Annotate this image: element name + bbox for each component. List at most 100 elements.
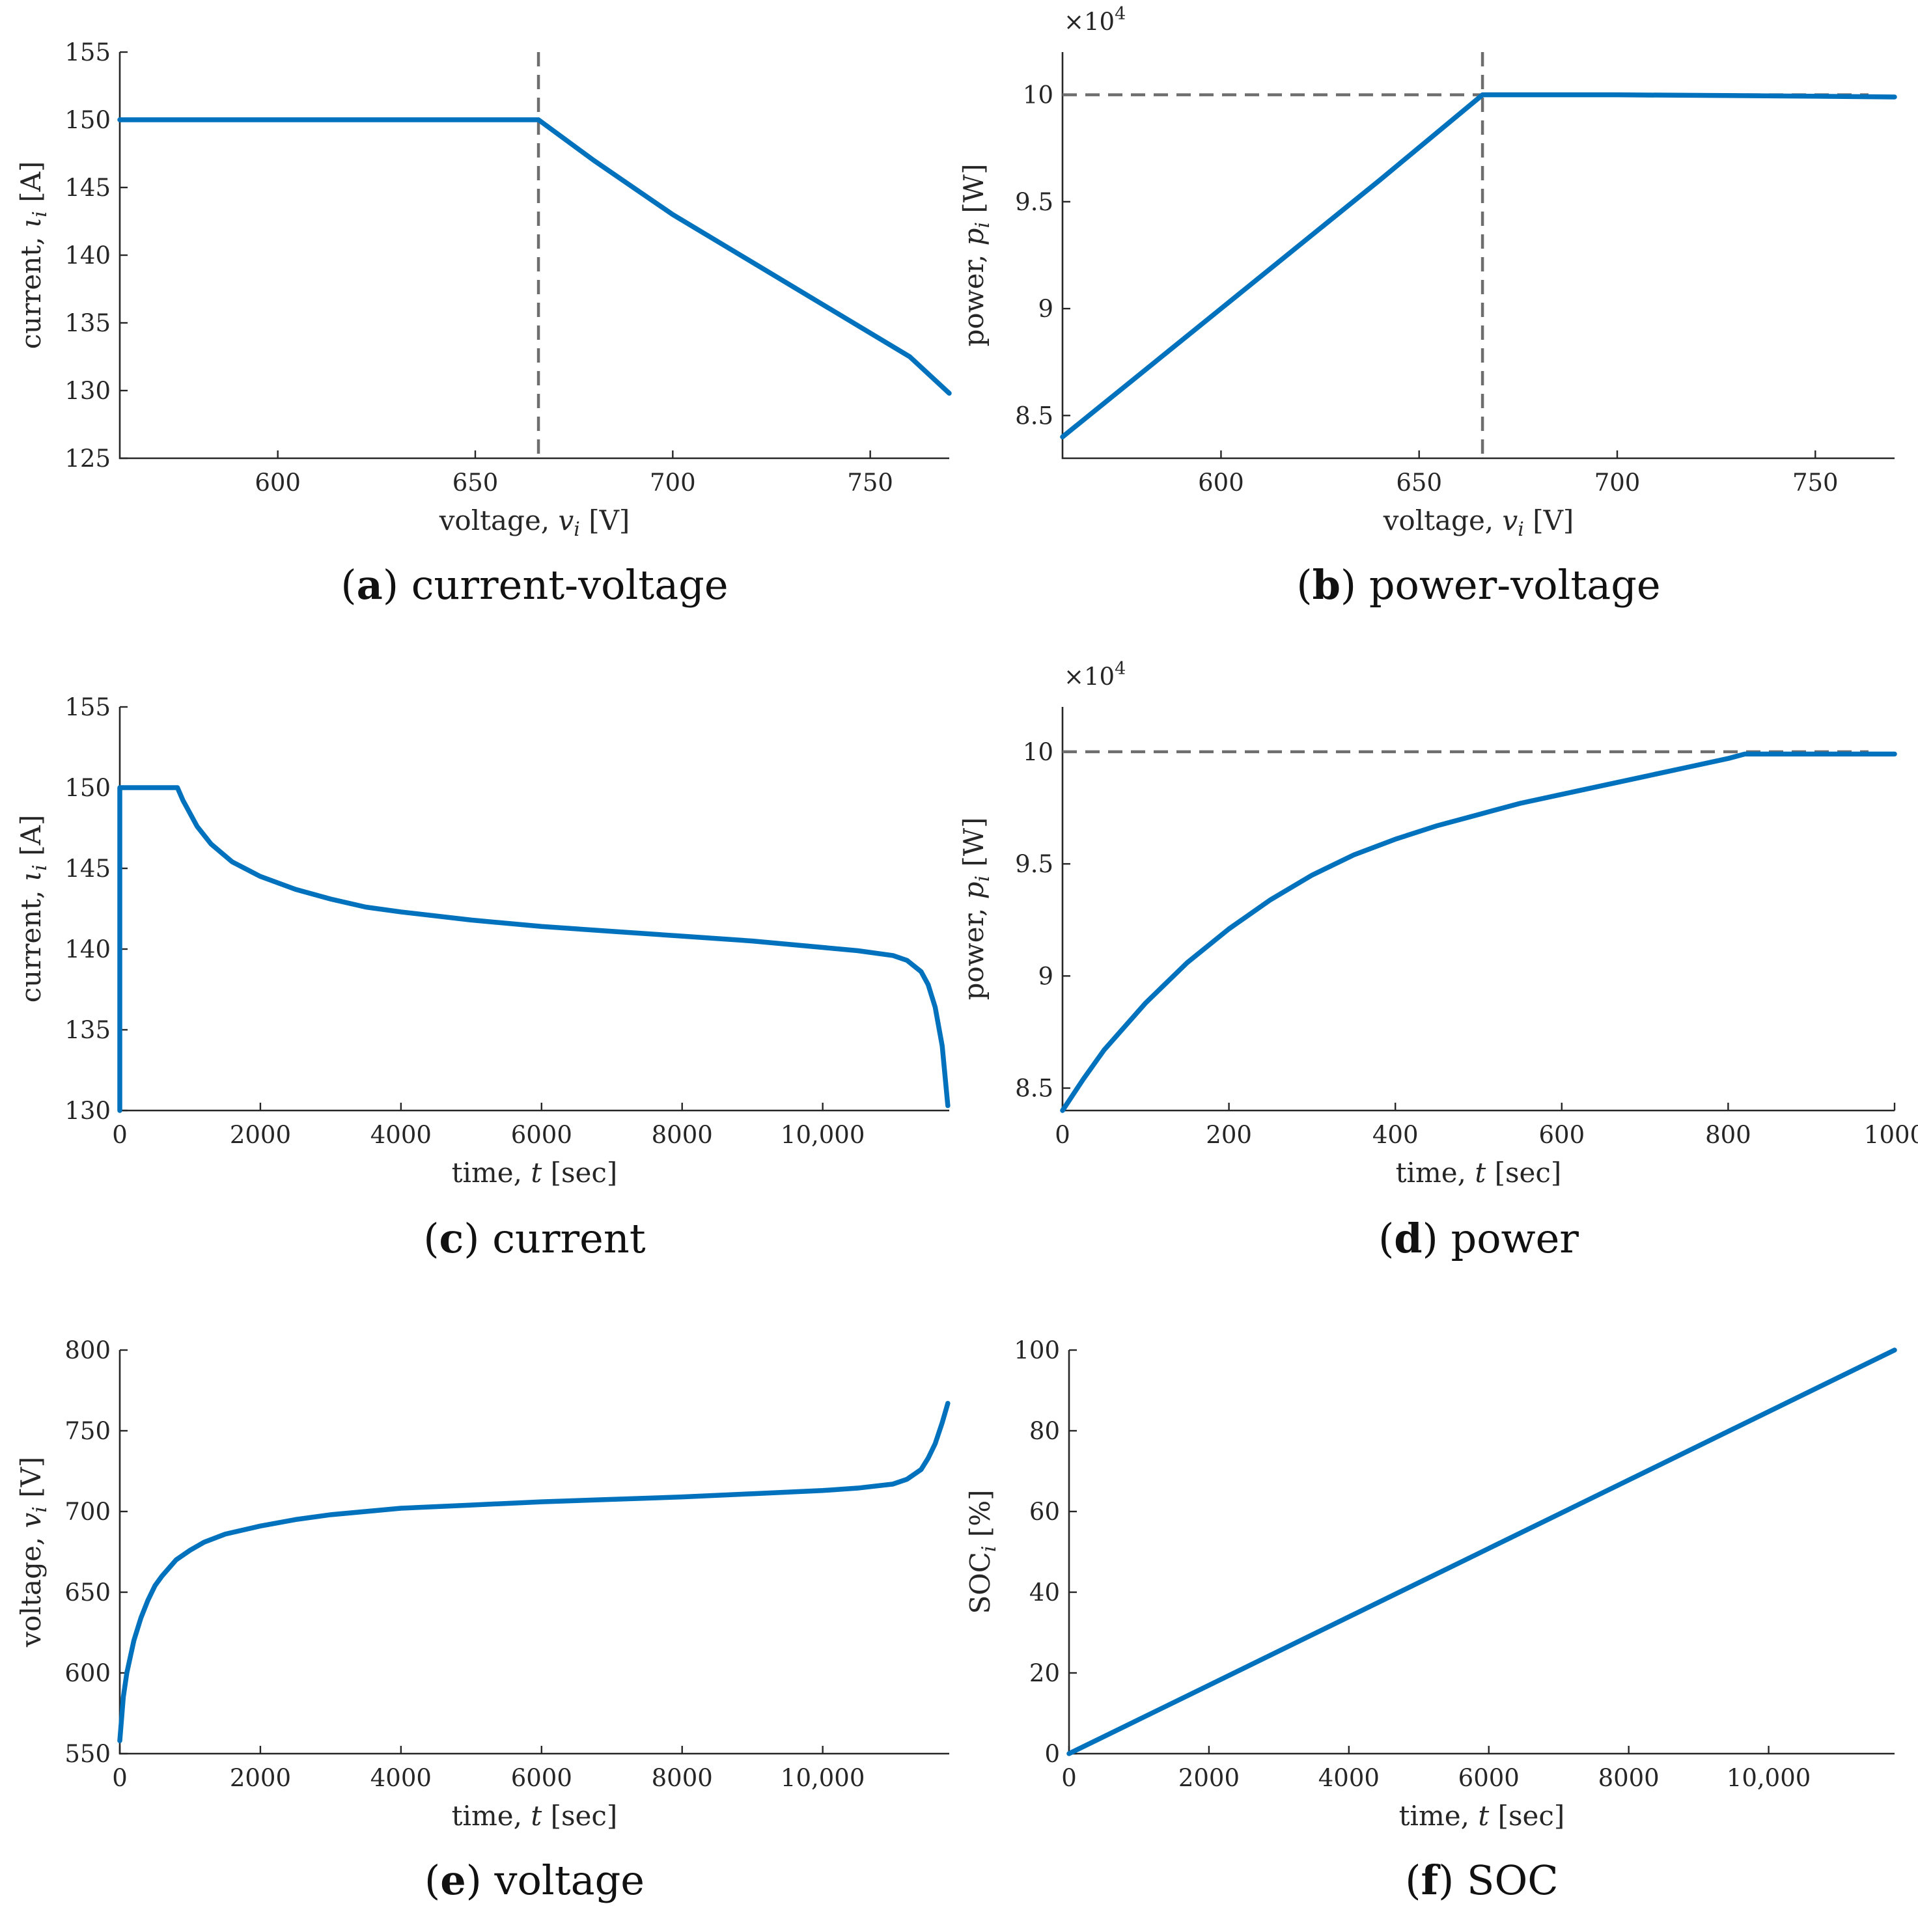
ytick-label: 9.5	[1015, 188, 1053, 216]
ytick-label: 145	[64, 174, 111, 202]
ytick-label: 9	[1038, 962, 1053, 990]
series-line-power	[1060, 92, 1897, 439]
ytick-label: 150	[64, 106, 111, 134]
xtick-label: 800	[1705, 1121, 1751, 1149]
xtick-label: 650	[1396, 469, 1442, 497]
axes-d	[1061, 707, 1895, 1112]
series-line-current	[117, 785, 951, 1113]
ytick-label: 135	[64, 309, 111, 337]
xtick-label: 200	[1206, 1121, 1252, 1149]
ytick-label: 650	[64, 1579, 111, 1607]
ytick-label: 140	[64, 242, 111, 269]
axis-scale-factor: ×104	[1064, 4, 1126, 36]
panel-caption: (d) power	[1378, 1215, 1579, 1262]
x-axis-label: time, t [sec]	[452, 1800, 618, 1832]
y-axis-label: voltage, vi [V]	[15, 1457, 51, 1648]
series-line-current	[117, 117, 952, 396]
xtick-label: 750	[1792, 469, 1839, 497]
panel-f: 0 20 40 60 80 100 0 2000 4000 6000 8000 10,000 time,…	[964, 1336, 1897, 1904]
axes-b	[1061, 52, 1895, 460]
xtick-label: 2000	[1178, 1764, 1240, 1792]
xtick-label: 6000	[511, 1121, 572, 1149]
xtick-label: 400	[1372, 1121, 1419, 1149]
y-axis-label: current, ιi [A]	[15, 161, 51, 350]
ytick-label: 0	[1044, 1740, 1060, 1768]
ytick-label: 100	[1014, 1336, 1060, 1364]
xtick-label: 10,000	[1727, 1764, 1811, 1792]
ytick-label: 135	[64, 1016, 111, 1044]
x-axis-label: voltage, vi [V]	[439, 504, 630, 541]
x-axis-label: voltage, vi [V]	[1383, 504, 1574, 541]
panel-caption: (e) voltage	[424, 1856, 645, 1904]
y-axis-label: SOCi [%]	[964, 1490, 1001, 1614]
xtick-label: 8000	[652, 1121, 713, 1149]
panel-caption: (c) current	[423, 1215, 645, 1262]
ytick-label: 600	[64, 1659, 111, 1687]
ytick-label: 60	[1029, 1498, 1060, 1526]
series-line-voltage	[117, 1401, 951, 1743]
axes-c	[118, 707, 949, 1112]
xtick-label: 10,000	[781, 1764, 865, 1792]
ytick-label: 80	[1029, 1417, 1060, 1445]
xtick-label: 6000	[511, 1764, 572, 1792]
ytick-label: 9	[1038, 295, 1053, 323]
axes-a	[118, 52, 949, 460]
xtick-label: 2000	[230, 1121, 291, 1149]
xtick-label: 0	[112, 1121, 128, 1149]
xtick-label: 4000	[370, 1764, 432, 1792]
xtick-label: 0	[1055, 1121, 1070, 1149]
ytick-label: 9.5	[1015, 850, 1053, 878]
xtick-label: 600	[255, 469, 301, 497]
xtick-label: 2000	[230, 1764, 291, 1792]
xtick-label: 0	[1061, 1764, 1077, 1792]
xtick-label: 750	[847, 469, 893, 497]
y-axis-label: current, ιi [A]	[15, 815, 51, 1003]
y-axis-label: power, pi [W]	[958, 164, 994, 347]
xtick-label: 8000	[652, 1764, 713, 1792]
xtick-label: 1000	[1864, 1121, 1918, 1149]
panel-a: 125 130 135 140 145 150 155 600 650 700 750 voltage…	[15, 38, 952, 609]
xtick-label: 8000	[1598, 1764, 1660, 1792]
series-line-power	[1060, 751, 1897, 1113]
ytick-label: 145	[64, 855, 111, 883]
series-line-soc	[1066, 1347, 1897, 1756]
ytick-label: 150	[64, 774, 111, 802]
panel-c: 130 135 140 145 150 155 0 2000 4000 6000 8000 10,00…	[15, 693, 951, 1262]
ytick-label: 10	[1023, 738, 1053, 766]
panel-caption: (f) SOC	[1405, 1856, 1559, 1904]
xtick-label: 0	[112, 1764, 128, 1792]
ytick-label: 130	[64, 1097, 111, 1125]
xtick-label: 600	[1198, 469, 1244, 497]
xtick-label: 10,000	[781, 1121, 865, 1149]
axes-e	[118, 1350, 949, 1755]
xtick-label: 4000	[1318, 1764, 1380, 1792]
ytick-label: 550	[64, 1740, 111, 1768]
xtick-label: 600	[1538, 1121, 1585, 1149]
x-axis-label: time, t [sec]	[1396, 1157, 1562, 1189]
xtick-label: 4000	[370, 1121, 432, 1149]
ytick-label: 750	[64, 1417, 111, 1445]
ytick-label: 140	[64, 935, 111, 963]
panel-caption: (a) current-voltage	[341, 561, 728, 609]
y-axis-label: power, pi [W]	[958, 818, 994, 1000]
panel-b: 8.5 9 9.5 10 600 650 700 750 ×104 voltage, vi [V]…	[958, 4, 1897, 609]
ytick-label: 125	[64, 445, 111, 473]
xtick-label: 650	[452, 469, 499, 497]
ytick-label: 20	[1029, 1659, 1060, 1687]
ytick-label: 155	[64, 38, 111, 66]
ytick-label: 40	[1029, 1579, 1060, 1607]
xtick-label: 6000	[1458, 1764, 1520, 1792]
panel-caption: (b) power-voltage	[1296, 561, 1660, 609]
x-axis-label: time, t [sec]	[452, 1157, 618, 1189]
xtick-label: 700	[650, 469, 696, 497]
ytick-label: 10	[1023, 81, 1053, 109]
panel-d: 8.5 9 9.5 10 0 200 400 600 800 1000 ×104 time, t [s…	[958, 659, 1918, 1262]
ytick-label: 155	[64, 693, 111, 721]
ytick-label: 130	[64, 377, 111, 405]
x-axis-label: time, t [sec]	[1399, 1800, 1565, 1832]
ytick-label: 8.5	[1015, 402, 1053, 430]
ytick-label: 800	[64, 1336, 111, 1364]
axis-scale-factor: ×104	[1064, 659, 1126, 691]
